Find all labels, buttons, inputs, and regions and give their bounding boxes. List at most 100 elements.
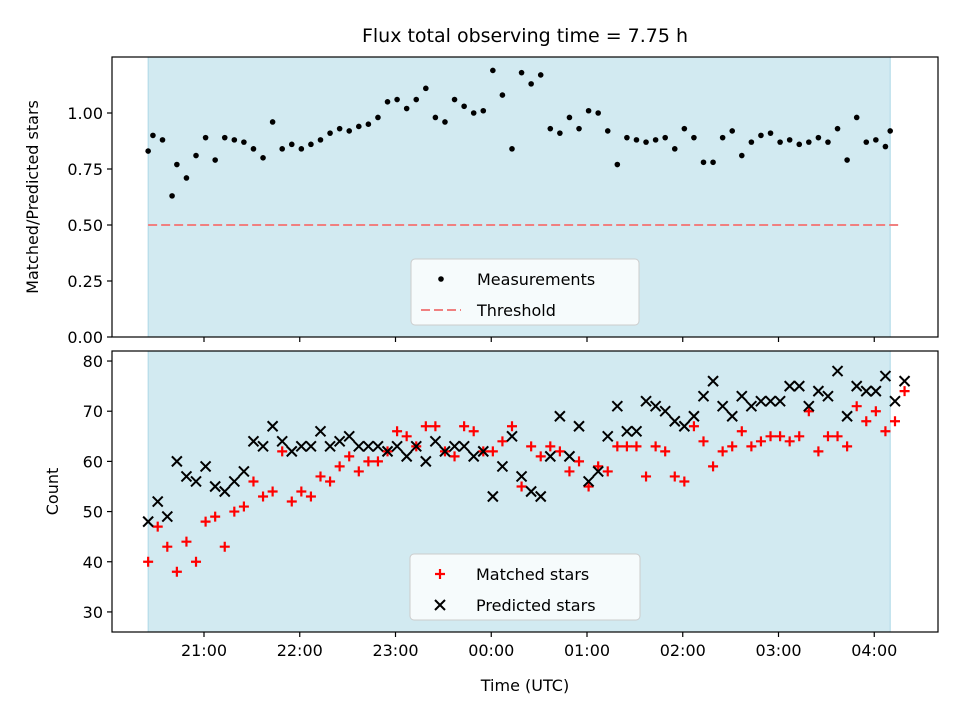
data-point: [557, 130, 563, 136]
data-point: [392, 426, 403, 437]
data-point: [678, 420, 691, 432]
y-tick-label: 0.50: [67, 216, 103, 235]
data-point: [660, 446, 671, 457]
data-point: [308, 141, 314, 148]
data-point: [576, 125, 582, 132]
data-point: [650, 441, 661, 452]
data-point: [375, 114, 381, 121]
bottom-panel-counts: 30 40 50 60 70 80 21:00 22:00 23:00 00:00 01:00 02:…: [43, 350, 939, 660]
legend-label: Matched stars: [476, 565, 589, 584]
data-point: [193, 152, 199, 159]
data-point: [266, 420, 279, 432]
data-point: [736, 390, 748, 402]
data-point: [755, 436, 766, 447]
data-point: [429, 435, 442, 448]
data-point: [219, 485, 231, 498]
data-point: [842, 441, 853, 452]
data-point: [467, 450, 480, 463]
data-point: [832, 431, 843, 442]
data-point: [248, 476, 259, 487]
data-point: [783, 380, 796, 392]
data-point: [279, 146, 285, 152]
data-point: [143, 556, 154, 567]
data-point: [468, 426, 479, 437]
data-point: [825, 139, 831, 145]
data-point: [145, 148, 151, 154]
data-point: [899, 386, 910, 397]
data-point: [295, 440, 308, 453]
data-point: [831, 365, 844, 377]
data-point: [305, 440, 317, 453]
y-axis-label: Matched/Predicted stars: [23, 100, 42, 294]
data-point: [420, 421, 431, 432]
data-point: [844, 157, 850, 163]
data-point: [593, 461, 604, 472]
y-tick-label: 80: [83, 352, 103, 371]
y-axis-label: Count: [43, 468, 62, 516]
data-point: [573, 420, 585, 432]
data-point: [423, 85, 429, 92]
data-point: [159, 137, 166, 143]
data-point: [681, 125, 688, 132]
data-point: [535, 451, 546, 462]
data-point: [516, 481, 527, 492]
data-point: [171, 455, 183, 468]
data-point: [813, 446, 824, 457]
data-point: [764, 395, 777, 407]
data-point: [363, 456, 374, 467]
data-point: [477, 445, 489, 458]
data-point: [277, 446, 288, 457]
data-point: [346, 128, 353, 134]
data-point: [564, 466, 575, 477]
data-point: [210, 511, 221, 522]
data-point: [448, 440, 461, 453]
y-tick-label: 0.00: [67, 328, 103, 347]
data-point: [544, 450, 557, 463]
data-point: [490, 67, 496, 74]
data-point: [803, 406, 814, 417]
data-point: [298, 146, 305, 152]
data-point: [381, 445, 394, 458]
data-point: [786, 137, 793, 143]
legend: Matched stars Predicted stars: [409, 553, 641, 621]
data-point: [882, 143, 889, 150]
data-point: [758, 132, 764, 139]
y-tick-label: 1.00: [67, 104, 103, 123]
data-point: [671, 146, 678, 152]
data-point: [765, 431, 776, 442]
data-point: [334, 461, 345, 472]
data-point: [515, 470, 528, 483]
data-point: [710, 159, 716, 166]
data-point: [688, 421, 699, 432]
data-point: [403, 105, 410, 112]
x-tick-label: 21:00: [181, 641, 227, 660]
data-point: [202, 134, 209, 141]
data-point: [850, 380, 863, 392]
data-point: [755, 395, 767, 407]
data-point: [391, 440, 403, 453]
data-point: [314, 425, 327, 437]
data-point: [583, 481, 594, 492]
data-point: [679, 476, 690, 487]
data-point: [401, 431, 412, 442]
data-point: [325, 476, 336, 487]
data-point: [537, 72, 544, 78]
data-point: [458, 440, 470, 453]
data-point: [643, 139, 649, 145]
data-point: [199, 460, 212, 473]
data-point: [863, 139, 870, 145]
data-point: [582, 475, 595, 488]
data-point: [889, 416, 900, 427]
data-point: [288, 141, 295, 148]
data-point: [708, 461, 719, 472]
data-point: [566, 114, 573, 121]
data-point: [315, 471, 326, 482]
data-point: [183, 175, 190, 181]
data-point: [716, 400, 729, 412]
data-point: [420, 455, 432, 468]
data-point: [700, 159, 707, 166]
data-point: [777, 139, 783, 145]
data-point: [432, 114, 439, 121]
legend-label: Threshold: [476, 301, 556, 320]
series-x-1: [142, 365, 911, 528]
